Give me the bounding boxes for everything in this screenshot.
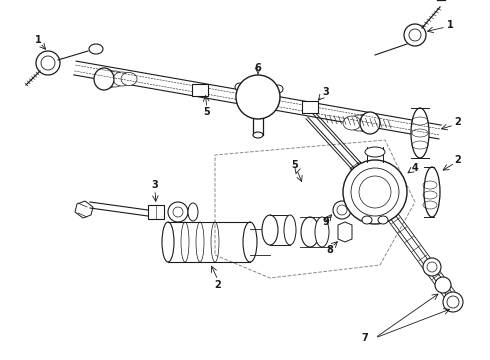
- Text: 5: 5: [292, 160, 298, 170]
- Ellipse shape: [360, 112, 380, 134]
- Ellipse shape: [362, 216, 372, 224]
- Ellipse shape: [273, 85, 283, 93]
- Ellipse shape: [378, 216, 388, 224]
- Bar: [148, 205, 164, 219]
- Ellipse shape: [243, 222, 257, 262]
- Ellipse shape: [188, 203, 198, 221]
- Circle shape: [333, 201, 351, 219]
- Ellipse shape: [235, 83, 245, 91]
- Ellipse shape: [301, 217, 319, 247]
- Circle shape: [343, 160, 407, 224]
- Ellipse shape: [262, 215, 278, 245]
- Text: 9: 9: [322, 217, 329, 227]
- Circle shape: [36, 51, 60, 75]
- Ellipse shape: [162, 222, 174, 262]
- Ellipse shape: [411, 108, 429, 158]
- Circle shape: [404, 24, 426, 46]
- Ellipse shape: [355, 114, 377, 132]
- Ellipse shape: [315, 217, 329, 247]
- Circle shape: [447, 296, 459, 308]
- Ellipse shape: [424, 167, 440, 217]
- Text: 6: 6: [255, 63, 261, 73]
- Text: 8: 8: [326, 245, 333, 255]
- Text: 1: 1: [446, 20, 453, 30]
- Ellipse shape: [94, 68, 114, 90]
- Circle shape: [337, 205, 347, 215]
- Ellipse shape: [121, 72, 137, 86]
- Ellipse shape: [253, 132, 263, 138]
- Ellipse shape: [343, 116, 361, 130]
- Ellipse shape: [284, 215, 296, 245]
- Text: 7: 7: [362, 333, 368, 343]
- Polygon shape: [338, 222, 352, 242]
- Text: 3: 3: [151, 180, 158, 190]
- Ellipse shape: [349, 115, 369, 131]
- Ellipse shape: [105, 71, 125, 87]
- Ellipse shape: [113, 72, 131, 86]
- Text: 2: 2: [455, 155, 462, 165]
- Text: 5: 5: [204, 107, 210, 117]
- Bar: [302, 101, 318, 113]
- Circle shape: [173, 207, 183, 217]
- Circle shape: [168, 202, 188, 222]
- Ellipse shape: [365, 147, 385, 157]
- Text: 2: 2: [455, 117, 462, 127]
- Circle shape: [443, 292, 463, 312]
- Circle shape: [435, 277, 451, 293]
- Text: 2: 2: [215, 280, 221, 290]
- Text: 3: 3: [322, 87, 329, 97]
- Ellipse shape: [89, 44, 103, 54]
- Circle shape: [236, 75, 280, 119]
- Circle shape: [427, 262, 437, 272]
- Polygon shape: [75, 201, 93, 218]
- Ellipse shape: [97, 70, 119, 88]
- Bar: [192, 84, 208, 96]
- Text: 1: 1: [35, 35, 41, 45]
- Text: 4: 4: [412, 163, 418, 173]
- Circle shape: [423, 258, 441, 276]
